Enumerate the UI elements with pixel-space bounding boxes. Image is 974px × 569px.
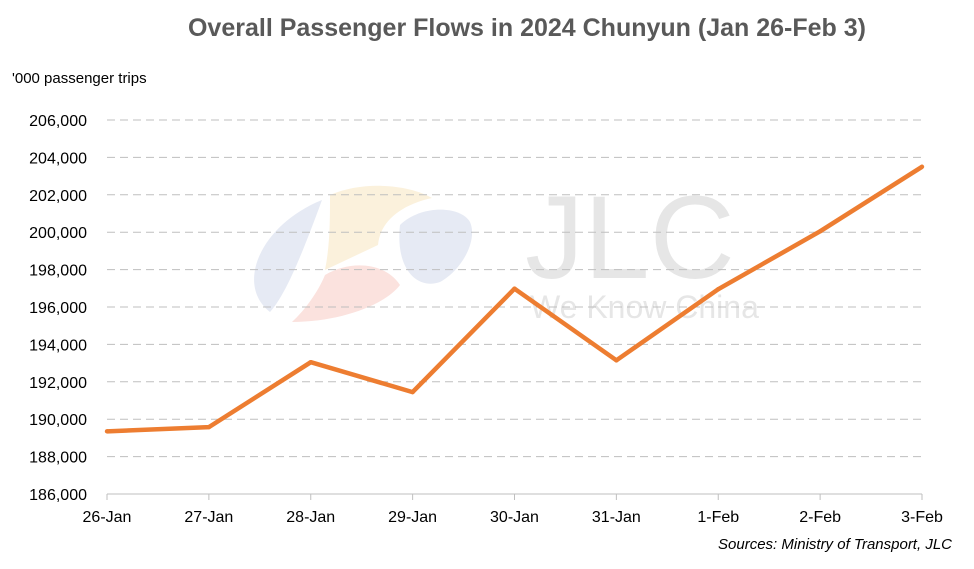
data-point xyxy=(206,424,212,430)
watermark-brand: JLC xyxy=(525,172,735,304)
y-tick-label: 202,000 xyxy=(29,188,87,205)
x-tick-label: 2-Feb xyxy=(799,509,841,526)
x-tick-label: 27-Jan xyxy=(184,509,233,526)
data-point xyxy=(410,389,415,395)
source-note: Sources: Ministry of Transport, JLC xyxy=(718,536,952,553)
x-tick-label: 30-Jan xyxy=(490,509,539,526)
x-tick-label: 28-Jan xyxy=(286,509,335,526)
watermark-logo-blue-oval xyxy=(399,209,473,284)
x-tick-label: 29-Jan xyxy=(388,509,437,526)
x-tick-label: 1-Feb xyxy=(697,509,739,526)
chart-title: Overall Passenger Flows in 2024 Chunyun … xyxy=(187,14,866,42)
data-point xyxy=(104,429,110,434)
watermark-logo-yellow-arc xyxy=(325,185,432,270)
x-tick-label: 26-Jan xyxy=(83,509,132,526)
y-tick-label: 194,000 xyxy=(29,337,87,354)
series-line-0 xyxy=(106,164,924,434)
y-tick-label: 198,000 xyxy=(29,263,87,280)
data-point xyxy=(614,358,619,363)
jlc-watermark: JLC We Know China xyxy=(254,172,759,325)
series-layer xyxy=(104,164,925,434)
data-point xyxy=(308,359,313,365)
y-axis-unit-label: '000 passenger trips xyxy=(12,70,147,87)
y-tick-label: 206,000 xyxy=(29,113,87,130)
gridlines xyxy=(107,119,922,458)
y-tick-label: 190,000 xyxy=(29,412,87,429)
data-point xyxy=(919,164,925,169)
y-tick-label: 204,000 xyxy=(29,150,87,167)
y-tick-label: 186,000 xyxy=(29,487,87,504)
y-tick-label: 192,000 xyxy=(29,375,87,392)
data-point xyxy=(512,286,517,291)
data-point xyxy=(817,229,823,234)
watermark-logo-red-arc xyxy=(292,265,400,322)
x-tick-label: 3-Feb xyxy=(901,509,943,526)
y-axis-ticks: 186,000 188,000 190,000 192,000 194,000 196,0… xyxy=(29,113,87,504)
y-tick-label: 196,000 xyxy=(29,300,87,317)
x-tick-label: 31-Jan xyxy=(592,509,641,526)
y-tick-label: 188,000 xyxy=(29,450,87,467)
x-axis-ticks: 26-Jan 27-Jan 28-Jan 29-Jan 30-Jan 31-Jan 1-Fe… xyxy=(83,494,943,526)
y-tick-label: 200,000 xyxy=(29,225,87,242)
data-point xyxy=(716,287,721,292)
watermark-logo-blue-leaf xyxy=(254,200,322,312)
